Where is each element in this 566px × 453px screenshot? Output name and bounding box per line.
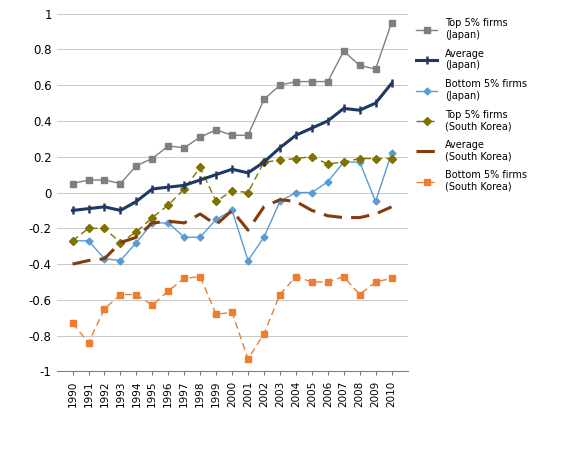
Legend: Top 5% firms
(Japan), Average
(Japan), Bottom 5% firms
(Japan), Top 5% firms
(So: Top 5% firms (Japan), Average (Japan), B… [416,19,527,192]
